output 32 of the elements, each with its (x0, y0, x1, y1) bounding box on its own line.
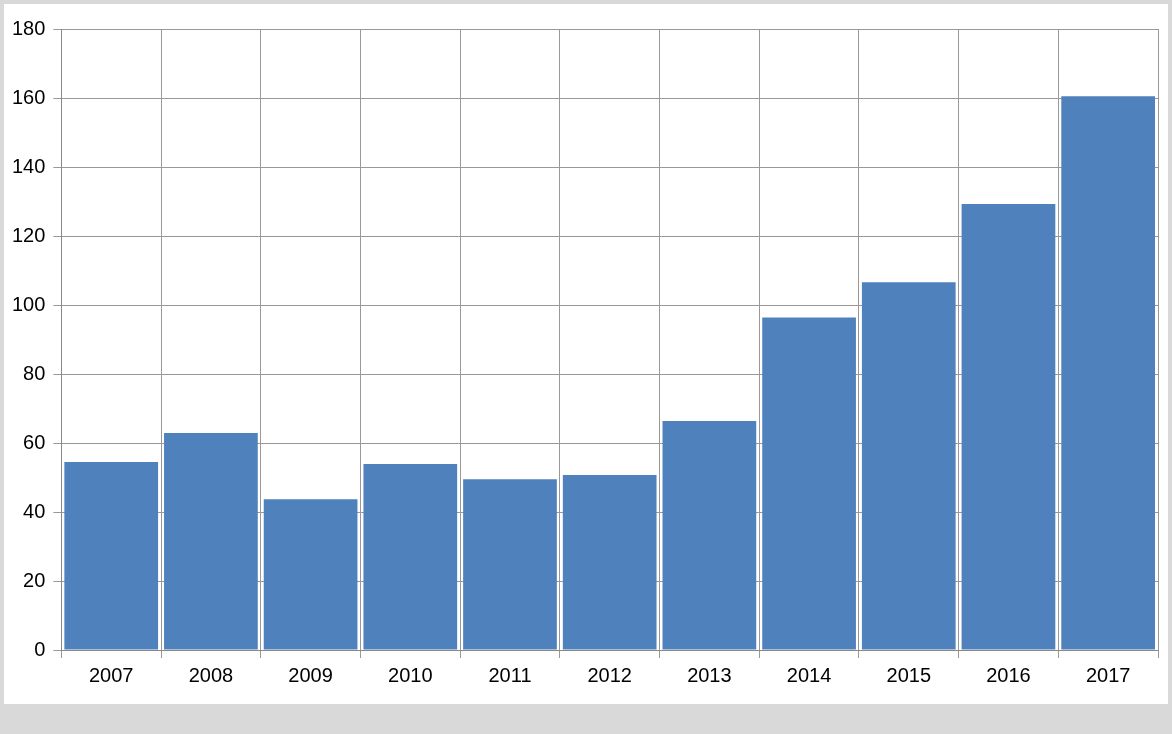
x-tick-label: 2011 (488, 663, 532, 686)
y-tick-label: 160 (11, 85, 46, 108)
x-tick-label: 2014 (786, 663, 832, 686)
bar (363, 464, 458, 650)
bar (662, 420, 757, 650)
x-tick-label: 2009 (288, 663, 333, 686)
x-tick-label: 2010 (388, 663, 433, 686)
bar (861, 282, 956, 650)
bar (64, 461, 159, 650)
y-tick-label: 40 (23, 499, 46, 522)
bar (1061, 96, 1156, 650)
y-tick-label: 140 (11, 154, 46, 177)
y-tick-label: 180 (11, 16, 46, 39)
bar (961, 203, 1056, 650)
bar (263, 499, 358, 650)
x-tick-label: 2015 (886, 663, 932, 686)
x-tick-label: 2008 (188, 663, 234, 686)
x-tick-label: 2007 (88, 663, 134, 686)
bar (164, 433, 258, 650)
bar (562, 475, 657, 650)
y-tick-label: 120 (11, 223, 46, 246)
y-tick-label: 60 (23, 430, 46, 453)
bar (762, 317, 856, 650)
y-tick-label: 100 (11, 292, 46, 315)
y-tick-label: 0 (34, 637, 46, 660)
y-tick-label: 80 (23, 361, 46, 384)
x-tick-label: 2013 (687, 663, 732, 686)
bar (463, 479, 557, 650)
y-tick-label: 20 (23, 568, 46, 591)
x-tick-label: 2016 (986, 663, 1031, 686)
x-tick-label: 2012 (587, 663, 632, 686)
x-tick-label: 2017 (1085, 663, 1131, 686)
